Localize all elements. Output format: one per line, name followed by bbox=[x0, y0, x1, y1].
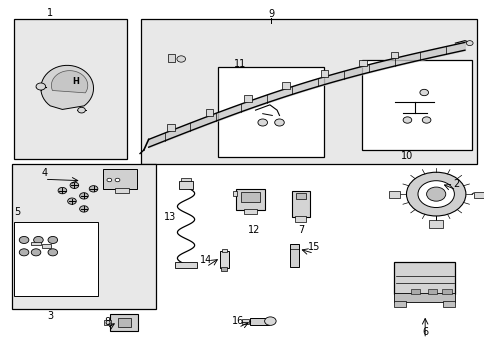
Bar bbox=[181, 177, 190, 181]
Bar bbox=[393, 262, 454, 294]
Circle shape bbox=[466, 41, 472, 46]
Text: 5: 5 bbox=[14, 207, 20, 217]
Bar bbox=[141, 19, 476, 164]
Circle shape bbox=[78, 107, 85, 113]
Bar bbox=[427, 289, 436, 294]
Bar bbox=[388, 191, 399, 198]
Bar bbox=[443, 301, 454, 307]
Bar bbox=[12, 164, 156, 309]
Bar bbox=[219, 251, 229, 268]
Bar bbox=[236, 189, 264, 210]
Text: 8: 8 bbox=[103, 317, 110, 327]
Bar bbox=[393, 293, 454, 302]
Circle shape bbox=[36, 83, 45, 90]
Bar bbox=[42, 243, 51, 248]
Text: 1: 1 bbox=[47, 9, 53, 18]
Text: 16: 16 bbox=[232, 316, 244, 326]
Text: H: H bbox=[72, 77, 79, 86]
Circle shape bbox=[58, 188, 66, 194]
Circle shape bbox=[419, 89, 427, 96]
Bar bbox=[358, 60, 366, 66]
Polygon shape bbox=[41, 66, 93, 109]
Bar bbox=[15, 19, 127, 159]
Text: 12: 12 bbox=[247, 225, 260, 235]
Circle shape bbox=[422, 117, 430, 123]
Circle shape bbox=[257, 119, 267, 126]
Circle shape bbox=[80, 206, 88, 212]
Bar bbox=[361, 60, 471, 150]
Bar bbox=[179, 181, 193, 189]
Bar bbox=[472, 192, 485, 198]
Bar bbox=[31, 242, 41, 245]
Bar bbox=[295, 193, 305, 199]
Bar bbox=[282, 82, 289, 89]
Bar bbox=[393, 301, 405, 307]
Bar bbox=[15, 222, 98, 296]
Circle shape bbox=[417, 181, 453, 207]
Bar bbox=[117, 318, 131, 328]
Bar bbox=[115, 188, 129, 193]
Text: 3: 3 bbox=[47, 311, 53, 321]
Bar bbox=[205, 109, 213, 116]
Bar bbox=[244, 209, 257, 213]
Text: 15: 15 bbox=[307, 242, 320, 252]
Bar bbox=[441, 289, 450, 294]
Text: 4: 4 bbox=[41, 168, 48, 178]
Circle shape bbox=[274, 119, 284, 126]
Bar bbox=[242, 319, 249, 324]
Circle shape bbox=[48, 237, 58, 243]
Text: 9: 9 bbox=[268, 9, 274, 19]
Bar bbox=[218, 67, 323, 157]
Circle shape bbox=[19, 237, 29, 243]
Bar bbox=[167, 54, 175, 62]
Bar bbox=[110, 314, 138, 331]
Bar bbox=[410, 289, 420, 294]
Circle shape bbox=[31, 249, 41, 256]
Circle shape bbox=[177, 56, 185, 62]
Text: 14: 14 bbox=[200, 256, 212, 265]
Circle shape bbox=[89, 186, 98, 192]
Polygon shape bbox=[51, 71, 88, 93]
Bar bbox=[175, 262, 197, 268]
Circle shape bbox=[406, 172, 465, 216]
Bar bbox=[241, 192, 260, 202]
Bar bbox=[221, 267, 227, 271]
Circle shape bbox=[70, 182, 79, 189]
Circle shape bbox=[426, 187, 445, 201]
Circle shape bbox=[48, 249, 58, 256]
Circle shape bbox=[19, 249, 29, 256]
Bar bbox=[320, 71, 327, 77]
Bar bbox=[232, 190, 237, 196]
Text: 6: 6 bbox=[421, 327, 427, 337]
Bar bbox=[103, 320, 111, 325]
Text: 2: 2 bbox=[452, 179, 459, 189]
Bar bbox=[250, 318, 269, 325]
Circle shape bbox=[80, 193, 88, 199]
Bar bbox=[291, 190, 309, 217]
Bar bbox=[390, 52, 398, 58]
Circle shape bbox=[67, 198, 76, 204]
Bar bbox=[294, 216, 305, 222]
Text: 13: 13 bbox=[164, 212, 176, 222]
Bar bbox=[244, 95, 251, 102]
Text: 11: 11 bbox=[233, 59, 245, 69]
Bar bbox=[289, 244, 299, 267]
Circle shape bbox=[107, 178, 112, 182]
Bar bbox=[167, 124, 175, 131]
Text: 10: 10 bbox=[401, 151, 413, 161]
Bar bbox=[222, 249, 226, 252]
Text: 7: 7 bbox=[297, 225, 304, 235]
Circle shape bbox=[264, 317, 276, 325]
Bar bbox=[428, 220, 443, 228]
Circle shape bbox=[115, 178, 120, 182]
Bar bbox=[103, 170, 137, 189]
Circle shape bbox=[34, 237, 43, 243]
Circle shape bbox=[402, 117, 411, 123]
